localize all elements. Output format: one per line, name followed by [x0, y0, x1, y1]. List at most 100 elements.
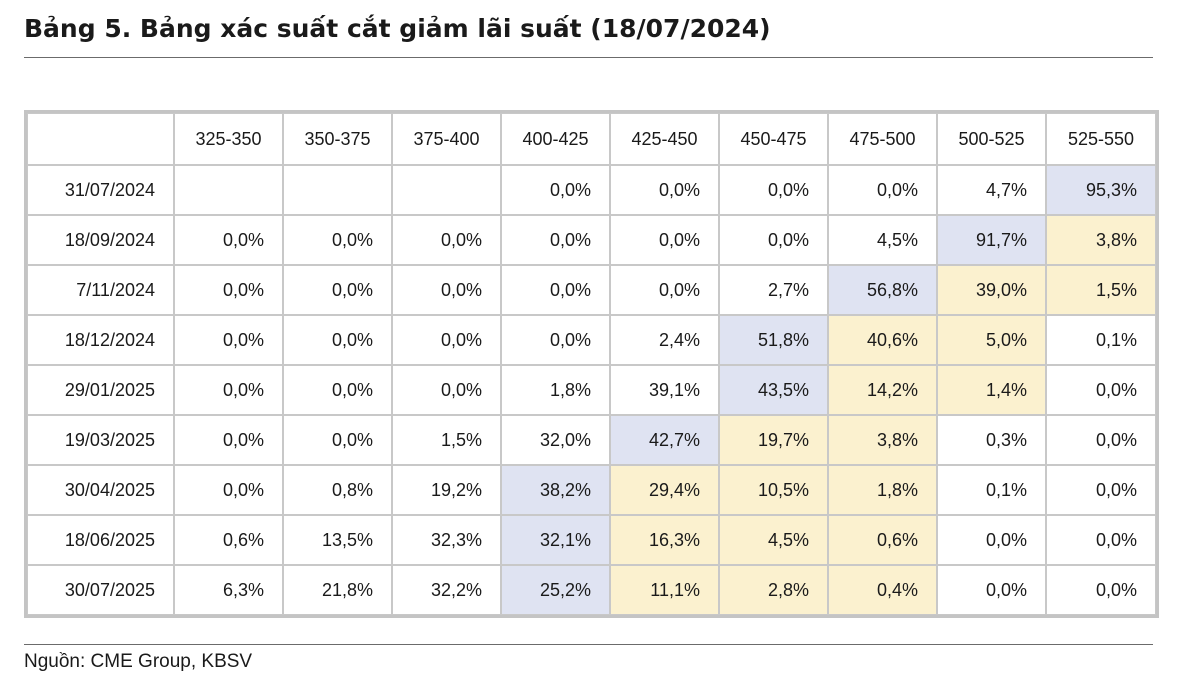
- probability-cell: 0,0%: [501, 315, 610, 365]
- probability-cell: 2,7%: [719, 265, 828, 315]
- probability-cell: 16,3%: [610, 515, 719, 565]
- probability-cell: 0,0%: [392, 215, 501, 265]
- header-cell: 375-400: [392, 113, 501, 165]
- header-cell: 425-450: [610, 113, 719, 165]
- probability-cell: 29,4%: [610, 465, 719, 515]
- probability-cell: 0,0%: [828, 165, 937, 215]
- probability-cell: 0,0%: [392, 265, 501, 315]
- source-note: Nguồn: CME Group, KBSV: [24, 651, 253, 672]
- probability-cell: 1,8%: [828, 465, 937, 515]
- header-cell: 350-375: [283, 113, 392, 165]
- probability-cell: 0,0%: [937, 565, 1046, 615]
- row-date-label: 18/12/2024: [27, 315, 174, 365]
- probability-cell: 0,0%: [1046, 565, 1156, 615]
- probability-cell: 4,5%: [828, 215, 937, 265]
- probability-cell: 39,1%: [610, 365, 719, 415]
- header-corner-cell: [27, 113, 174, 165]
- probability-cell: [174, 165, 283, 215]
- probability-cell: 51,8%: [719, 315, 828, 365]
- probability-cell: 4,5%: [719, 515, 828, 565]
- probability-cell: 0,0%: [501, 165, 610, 215]
- probability-cell: 39,0%: [937, 265, 1046, 315]
- probability-cell: 0,0%: [610, 215, 719, 265]
- row-date-label: 7/11/2024: [27, 265, 174, 315]
- probability-cell: 42,7%: [610, 415, 719, 465]
- probability-cell: 3,8%: [1046, 215, 1156, 265]
- probability-cell: 0,1%: [937, 465, 1046, 515]
- probability-cell: 32,2%: [392, 565, 501, 615]
- probability-cell: 32,0%: [501, 415, 610, 465]
- probability-cell: 0,6%: [174, 515, 283, 565]
- probability-cell: 2,4%: [610, 315, 719, 365]
- probability-cell: 0,0%: [1046, 515, 1156, 565]
- row-date-label: 18/06/2025: [27, 515, 174, 565]
- probability-cell: 0,0%: [283, 365, 392, 415]
- probability-cell: 0,0%: [937, 515, 1046, 565]
- probability-cell: 0,3%: [937, 415, 1046, 465]
- header-cell: 450-475: [719, 113, 828, 165]
- probability-cell: 0,0%: [283, 265, 392, 315]
- probability-cell: 40,6%: [828, 315, 937, 365]
- header-row: 325-350 350-375 375-400 400-425 425-450 450-4…: [27, 113, 1156, 165]
- table-row: 18/09/2024 0,0% 0,0% 0,0% 0,0% 0,0% 0,0% 4,5% 91…: [27, 215, 1156, 265]
- header-cell: 400-425: [501, 113, 610, 165]
- probability-cell: 19,2%: [392, 465, 501, 515]
- header-cell: 475-500: [828, 113, 937, 165]
- probability-cell: 0,0%: [392, 365, 501, 415]
- probability-cell: 13,5%: [283, 515, 392, 565]
- table-row: 18/12/2024 0,0% 0,0% 0,0% 0,0% 2,4% 51,8% 40,6%…: [27, 315, 1156, 365]
- row-date-label: 31/07/2024: [27, 165, 174, 215]
- table-row: 30/07/2025 6,3% 21,8% 32,2% 25,2% 11,1% 2,8% 0,…: [27, 565, 1156, 615]
- probability-cell: 1,8%: [501, 365, 610, 415]
- probability-cell: 0,0%: [283, 415, 392, 465]
- probability-cell: 32,3%: [392, 515, 501, 565]
- probability-cell: 0,6%: [828, 515, 937, 565]
- row-date-label: 19/03/2025: [27, 415, 174, 465]
- table-title: Bảng 5. Bảng xác suất cắt giảm lãi suất …: [24, 14, 771, 43]
- title-divider: [24, 57, 1153, 58]
- probability-cell: 0,0%: [392, 315, 501, 365]
- probability-cell: 0,0%: [501, 215, 610, 265]
- probability-cell: 0,0%: [174, 265, 283, 315]
- probability-cell: 56,8%: [828, 265, 937, 315]
- probability-cell: 32,1%: [501, 515, 610, 565]
- probability-cell: 3,8%: [828, 415, 937, 465]
- probability-cell: 0,0%: [174, 415, 283, 465]
- probability-table: 325-350 350-375 375-400 400-425 425-450 450-4…: [24, 110, 1159, 618]
- probability-cell: 6,3%: [174, 565, 283, 615]
- table-row: 30/04/2025 0,0% 0,8% 19,2% 38,2% 29,4% 10,5% 1,…: [27, 465, 1156, 515]
- probability-cell: 0,0%: [1046, 415, 1156, 465]
- probability-cell: 5,0%: [937, 315, 1046, 365]
- probability-cell: 25,2%: [501, 565, 610, 615]
- probability-cell: 0,0%: [283, 315, 392, 365]
- probability-cell: 0,0%: [610, 165, 719, 215]
- probability-cell: 2,8%: [719, 565, 828, 615]
- table-row: 18/06/2025 0,6% 13,5% 32,3% 32,1% 16,3% 4,5% 0,…: [27, 515, 1156, 565]
- row-date-label: 29/01/2025: [27, 365, 174, 415]
- probability-cell: 0,4%: [828, 565, 937, 615]
- probability-table-container: 325-350 350-375 375-400 400-425 425-450 450-4…: [24, 110, 1159, 618]
- probability-cell: [283, 165, 392, 215]
- row-date-label: 30/07/2025: [27, 565, 174, 615]
- probability-cell: 38,2%: [501, 465, 610, 515]
- probability-cell: 0,0%: [174, 215, 283, 265]
- source-divider: [24, 644, 1153, 645]
- probability-cell: [392, 165, 501, 215]
- probability-cell: 0,0%: [174, 365, 283, 415]
- probability-cell: 14,2%: [828, 365, 937, 415]
- probability-cell: 19,7%: [719, 415, 828, 465]
- table-row: 29/01/2025 0,0% 0,0% 0,0% 1,8% 39,1% 43,5% 14,2…: [27, 365, 1156, 415]
- table-row: 19/03/2025 0,0% 0,0% 1,5% 32,0% 42,7% 19,7% 3,8…: [27, 415, 1156, 465]
- header-cell: 500-525: [937, 113, 1046, 165]
- probability-cell: 11,1%: [610, 565, 719, 615]
- probability-cell: 4,7%: [937, 165, 1046, 215]
- table-row: 7/11/2024 0,0% 0,0% 0,0% 0,0% 0,0% 2,7% 56,8% 39…: [27, 265, 1156, 315]
- probability-cell: 1,4%: [937, 365, 1046, 415]
- probability-cell: 0,1%: [1046, 315, 1156, 365]
- probability-cell: 1,5%: [392, 415, 501, 465]
- header-cell: 525-550: [1046, 113, 1156, 165]
- probability-cell: 0,0%: [719, 165, 828, 215]
- row-date-label: 18/09/2024: [27, 215, 174, 265]
- header-cell: 325-350: [174, 113, 283, 165]
- table-row: 31/07/2024 0,0% 0,0% 0,0% 0,0% 4,7% 95,3%: [27, 165, 1156, 215]
